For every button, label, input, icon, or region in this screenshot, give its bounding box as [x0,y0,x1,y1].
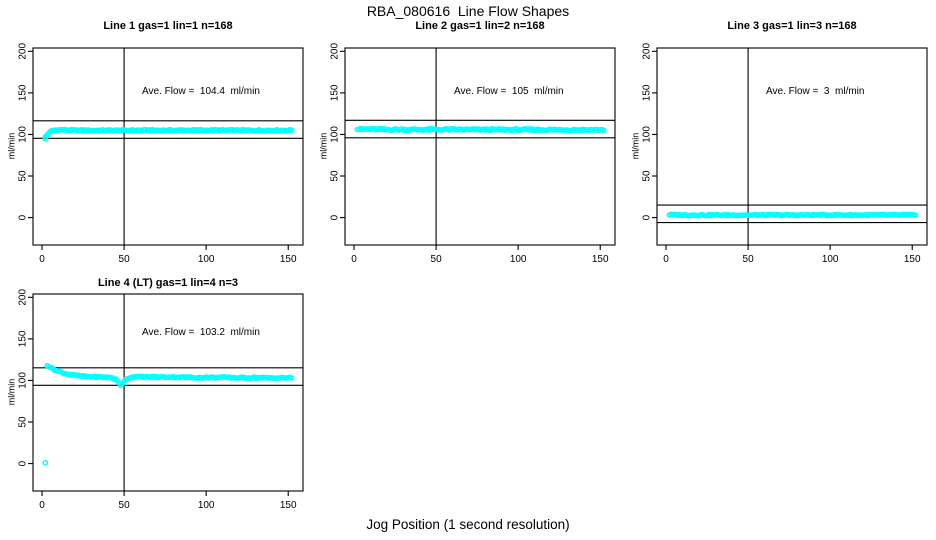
svg-text:200: 200 [330,43,341,60]
svg-text:100: 100 [642,126,653,143]
svg-text:50: 50 [330,170,341,182]
svg-text:100: 100 [18,372,29,389]
svg-text:0: 0 [663,254,669,265]
svg-text:50: 50 [431,254,443,265]
svg-text:50: 50 [642,170,653,182]
panel-line-3: Line 3 gas=1 lin=3 n=168 0 50 100 150 0 50 100… [624,0,936,270]
svg-text:200: 200 [18,43,29,60]
plot-area-line-1: 0 50 100 150 0 50 100 150 200 [18,43,304,265]
svg-text:50: 50 [119,254,131,265]
x-axis-label: Jog Position (1 second resolution) [366,517,570,532]
svg-text:200: 200 [18,289,29,306]
svg-text:100: 100 [198,254,215,265]
y-axis-label: ml/min [6,378,17,406]
ave-flow-annotation: Ave. Flow = 103.2 ml/min [142,327,260,338]
svg-text:50: 50 [18,416,29,428]
plot-area-line-4: 0 50 100 150 0 50 100 150 200 [18,289,304,511]
y-axis-label: ml/min [6,132,17,160]
ave-flow-annotation: Ave. Flow = 3 ml/min [766,86,865,97]
panel-line-1: Line 1 gas=1 lin=1 n=168 0 50 100 150 0 50 100… [0,0,312,270]
panel-line-2: Line 2 gas=1 lin=2 n=168 0 50 100 150 0 50 100… [312,0,624,270]
panel-title: Line 3 gas=1 lin=3 n=168 [727,20,857,32]
y-axis-label: ml/min [318,132,329,160]
figure-title: RBA_080616 Line Flow Shapes [366,3,570,19]
svg-text:150: 150 [280,254,297,265]
svg-text:100: 100 [510,254,527,265]
y-axis-label: ml/min [630,132,641,160]
svg-text:0: 0 [39,254,45,265]
svg-text:100: 100 [822,254,839,265]
svg-text:0: 0 [39,500,45,511]
svg-text:150: 150 [18,84,29,101]
panel-line-4: Line 4 (LT) gas=1 lin=4 n=3 0 50 100 150 0 50… [0,270,312,540]
panel-title: Line 1 gas=1 lin=1 n=168 [103,20,233,32]
plot-area-line-3: 0 50 100 150 0 50 100 150 200 [642,43,928,265]
svg-text:0: 0 [18,214,29,220]
svg-text:0: 0 [642,214,653,220]
ave-flow-annotation: Ave. Flow = 105 ml/min [454,86,564,97]
svg-text:100: 100 [330,126,341,143]
svg-text:150: 150 [642,84,653,101]
svg-text:150: 150 [592,254,609,265]
svg-text:200: 200 [642,43,653,60]
svg-text:50: 50 [18,170,29,182]
svg-text:0: 0 [351,254,357,265]
svg-text:150: 150 [330,84,341,101]
plot-area-line-2: 0 50 100 150 0 50 100 150 200 [330,43,616,265]
svg-text:50: 50 [743,254,755,265]
svg-text:0: 0 [330,214,341,220]
svg-text:100: 100 [198,500,215,511]
panel-title: Line 4 (LT) gas=1 lin=4 n=3 [97,277,239,289]
svg-text:100: 100 [18,126,29,143]
svg-text:150: 150 [280,500,297,511]
panel-title: Line 2 gas=1 lin=2 n=168 [415,20,545,32]
svg-text:150: 150 [904,254,921,265]
svg-text:0: 0 [18,460,29,466]
svg-text:50: 50 [119,500,131,511]
svg-text:150: 150 [18,330,29,347]
ave-flow-annotation: Ave. Flow = 104.4 ml/min [142,86,260,97]
